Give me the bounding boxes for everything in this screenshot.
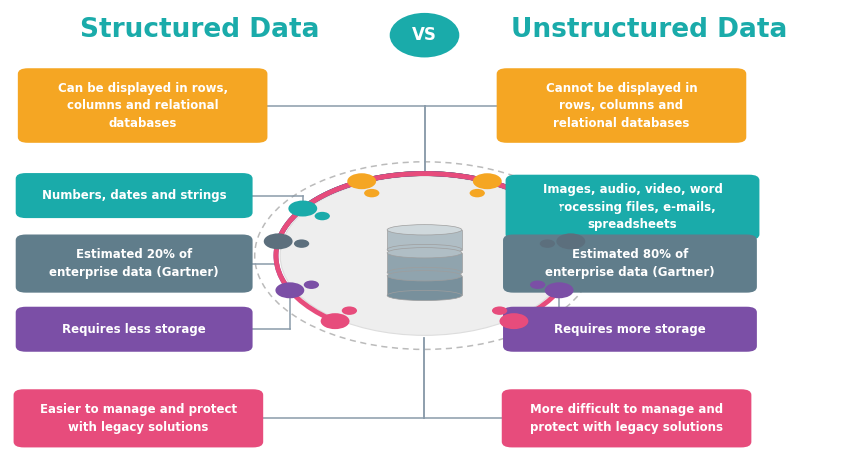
- Circle shape: [469, 189, 485, 197]
- Circle shape: [264, 234, 293, 250]
- Circle shape: [531, 201, 560, 217]
- Circle shape: [556, 234, 585, 250]
- FancyBboxPatch shape: [14, 389, 263, 447]
- Text: Requires less storage: Requires less storage: [62, 323, 206, 336]
- Circle shape: [519, 212, 534, 220]
- Circle shape: [304, 280, 319, 289]
- Text: Estimated 80% of
enterprise data (Gartner): Estimated 80% of enterprise data (Gartne…: [545, 248, 715, 279]
- FancyBboxPatch shape: [502, 389, 751, 447]
- Ellipse shape: [387, 290, 462, 301]
- Text: Can be displayed in rows,
columns and relational
databases: Can be displayed in rows, columns and re…: [58, 82, 228, 129]
- Text: Easier to manage and protect
with legacy solutions: Easier to manage and protect with legacy…: [40, 403, 237, 434]
- Text: Estimated 20% of
enterprise data (Gartner): Estimated 20% of enterprise data (Gartne…: [49, 248, 219, 279]
- Circle shape: [540, 239, 555, 248]
- Text: Structured Data: Structured Data: [80, 17, 319, 44]
- Ellipse shape: [387, 244, 462, 255]
- FancyBboxPatch shape: [387, 230, 462, 250]
- Text: Requires more storage: Requires more storage: [554, 323, 706, 336]
- Circle shape: [364, 189, 380, 197]
- Circle shape: [294, 239, 309, 248]
- Ellipse shape: [387, 225, 462, 235]
- FancyBboxPatch shape: [18, 68, 267, 143]
- Text: Unstructured Data: Unstructured Data: [511, 17, 788, 44]
- Circle shape: [321, 313, 350, 329]
- Circle shape: [499, 313, 528, 329]
- Text: More difficult to manage and
protect with legacy solutions: More difficult to manage and protect wit…: [530, 403, 723, 434]
- Circle shape: [545, 282, 574, 298]
- FancyBboxPatch shape: [503, 234, 757, 293]
- FancyBboxPatch shape: [15, 173, 253, 218]
- Circle shape: [275, 282, 304, 298]
- Circle shape: [342, 306, 357, 315]
- Circle shape: [473, 173, 502, 189]
- FancyBboxPatch shape: [387, 253, 462, 272]
- Circle shape: [347, 173, 376, 189]
- FancyBboxPatch shape: [15, 234, 253, 293]
- Text: Cannot be displayed in
rows, columns and
relational databases: Cannot be displayed in rows, columns and…: [546, 82, 697, 129]
- FancyBboxPatch shape: [497, 68, 746, 143]
- FancyBboxPatch shape: [503, 307, 757, 352]
- Text: VS: VS: [412, 26, 437, 44]
- Circle shape: [530, 280, 545, 289]
- Text: Images, audio, video, word
processing files, e-mails,
spreadsheets: Images, audio, video, word processing fi…: [543, 183, 722, 231]
- Circle shape: [492, 306, 507, 315]
- FancyBboxPatch shape: [387, 276, 462, 295]
- Ellipse shape: [387, 267, 462, 278]
- Ellipse shape: [390, 13, 459, 58]
- Text: Numbers, dates and strings: Numbers, dates and strings: [42, 189, 227, 202]
- Circle shape: [315, 212, 330, 220]
- FancyBboxPatch shape: [505, 174, 759, 240]
- Ellipse shape: [387, 248, 462, 258]
- FancyBboxPatch shape: [15, 307, 253, 352]
- Circle shape: [289, 201, 318, 217]
- Circle shape: [280, 176, 569, 335]
- Ellipse shape: [387, 271, 462, 281]
